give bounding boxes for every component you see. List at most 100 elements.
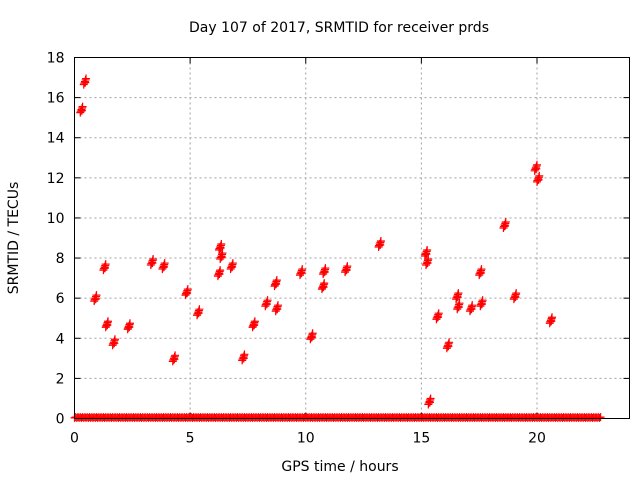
data-point (442, 344, 451, 353)
data-point (445, 338, 454, 347)
data-point (509, 295, 518, 304)
data-point (217, 240, 226, 249)
data-point (343, 262, 352, 271)
data-point (239, 354, 248, 363)
data-point (110, 335, 119, 344)
data-point (321, 264, 330, 273)
data-point (534, 175, 543, 184)
data-point (271, 307, 280, 316)
y-axis-title: SRMTID / TECUs (6, 182, 22, 295)
chart-title: Day 107 of 2017, SRMTID for receiver prd… (189, 20, 489, 36)
data-point (454, 289, 463, 298)
tick-layer: 0 5 10 15 20 0 2 4 6 8 10 12 14 16 18 (47, 51, 630, 447)
y-tick-label: 12 (47, 171, 65, 187)
data-point (548, 313, 557, 322)
data-point (262, 300, 271, 309)
data-point (273, 305, 282, 314)
data-point (82, 74, 91, 83)
x-axis-title: GPS time / hours (281, 459, 398, 475)
data-point (77, 106, 86, 115)
data-point (476, 302, 485, 311)
data-point (183, 285, 192, 294)
y-tick-label: 0 (56, 412, 65, 428)
data-point (376, 237, 385, 246)
data-point (455, 299, 464, 308)
x-tick-label: 10 (297, 431, 315, 447)
data-point (453, 305, 462, 314)
data-point (90, 297, 99, 306)
grid-layer (74, 57, 630, 419)
data-point (81, 78, 90, 87)
data-point (533, 177, 541, 186)
data-point (261, 302, 270, 311)
data-point (423, 259, 432, 268)
data-point (216, 266, 225, 275)
data-point (422, 250, 431, 259)
data-point (126, 319, 134, 328)
data-point (217, 253, 226, 262)
data-point (376, 241, 385, 250)
data-point (320, 279, 329, 288)
data-point (218, 249, 227, 258)
y-tick-label: 18 (47, 51, 65, 67)
data-point (477, 265, 486, 274)
data-point (228, 259, 237, 268)
data-point (250, 321, 259, 330)
data-point (240, 350, 249, 359)
data-point (149, 255, 158, 264)
data-point (238, 356, 247, 365)
data-point (170, 355, 179, 364)
data-point (195, 305, 204, 314)
data-point (215, 270, 224, 279)
x-tick-label: 15 (412, 431, 430, 447)
data-point (308, 329, 317, 338)
data-point (248, 323, 257, 332)
data-point (194, 309, 203, 318)
data-point (306, 335, 315, 344)
data-point (91, 295, 100, 304)
data-point (78, 102, 87, 111)
y-tick-label: 14 (47, 131, 65, 147)
baseline-data-point (596, 413, 605, 422)
data-point (171, 351, 180, 360)
data-point (501, 221, 510, 230)
y-tick-label: 2 (56, 371, 65, 387)
data-point (530, 166, 539, 175)
data-point (454, 303, 463, 312)
data-point (319, 283, 328, 292)
x-tick-label: 5 (186, 431, 195, 447)
y-tick-label: 10 (47, 211, 65, 227)
data-point (477, 300, 486, 309)
data-point (475, 271, 484, 280)
data-point (101, 264, 110, 273)
data-point (101, 323, 110, 332)
data-point (263, 296, 272, 305)
data-point (511, 293, 520, 302)
data-point (183, 289, 192, 298)
y-tick-label: 6 (56, 291, 65, 307)
x-tick-label: 0 (70, 431, 79, 447)
data-point (104, 317, 113, 326)
data-point (92, 291, 101, 300)
data-point (295, 271, 304, 280)
data-point (216, 244, 225, 253)
data-point (213, 272, 222, 281)
data-point (432, 315, 441, 324)
data-point (535, 171, 544, 180)
data-point (250, 317, 259, 326)
y-tick-label: 4 (56, 331, 65, 347)
data-point (160, 259, 169, 268)
data-point (423, 246, 432, 255)
data-point (533, 160, 541, 169)
data-point (110, 339, 119, 348)
data-point (422, 261, 430, 270)
data-point (108, 341, 117, 350)
data-point (444, 342, 453, 351)
data-point (228, 263, 237, 272)
data-point (307, 333, 316, 342)
data-point (319, 270, 328, 279)
baseline-data-point (595, 413, 604, 422)
data-point (101, 260, 110, 269)
data-point (159, 263, 168, 272)
